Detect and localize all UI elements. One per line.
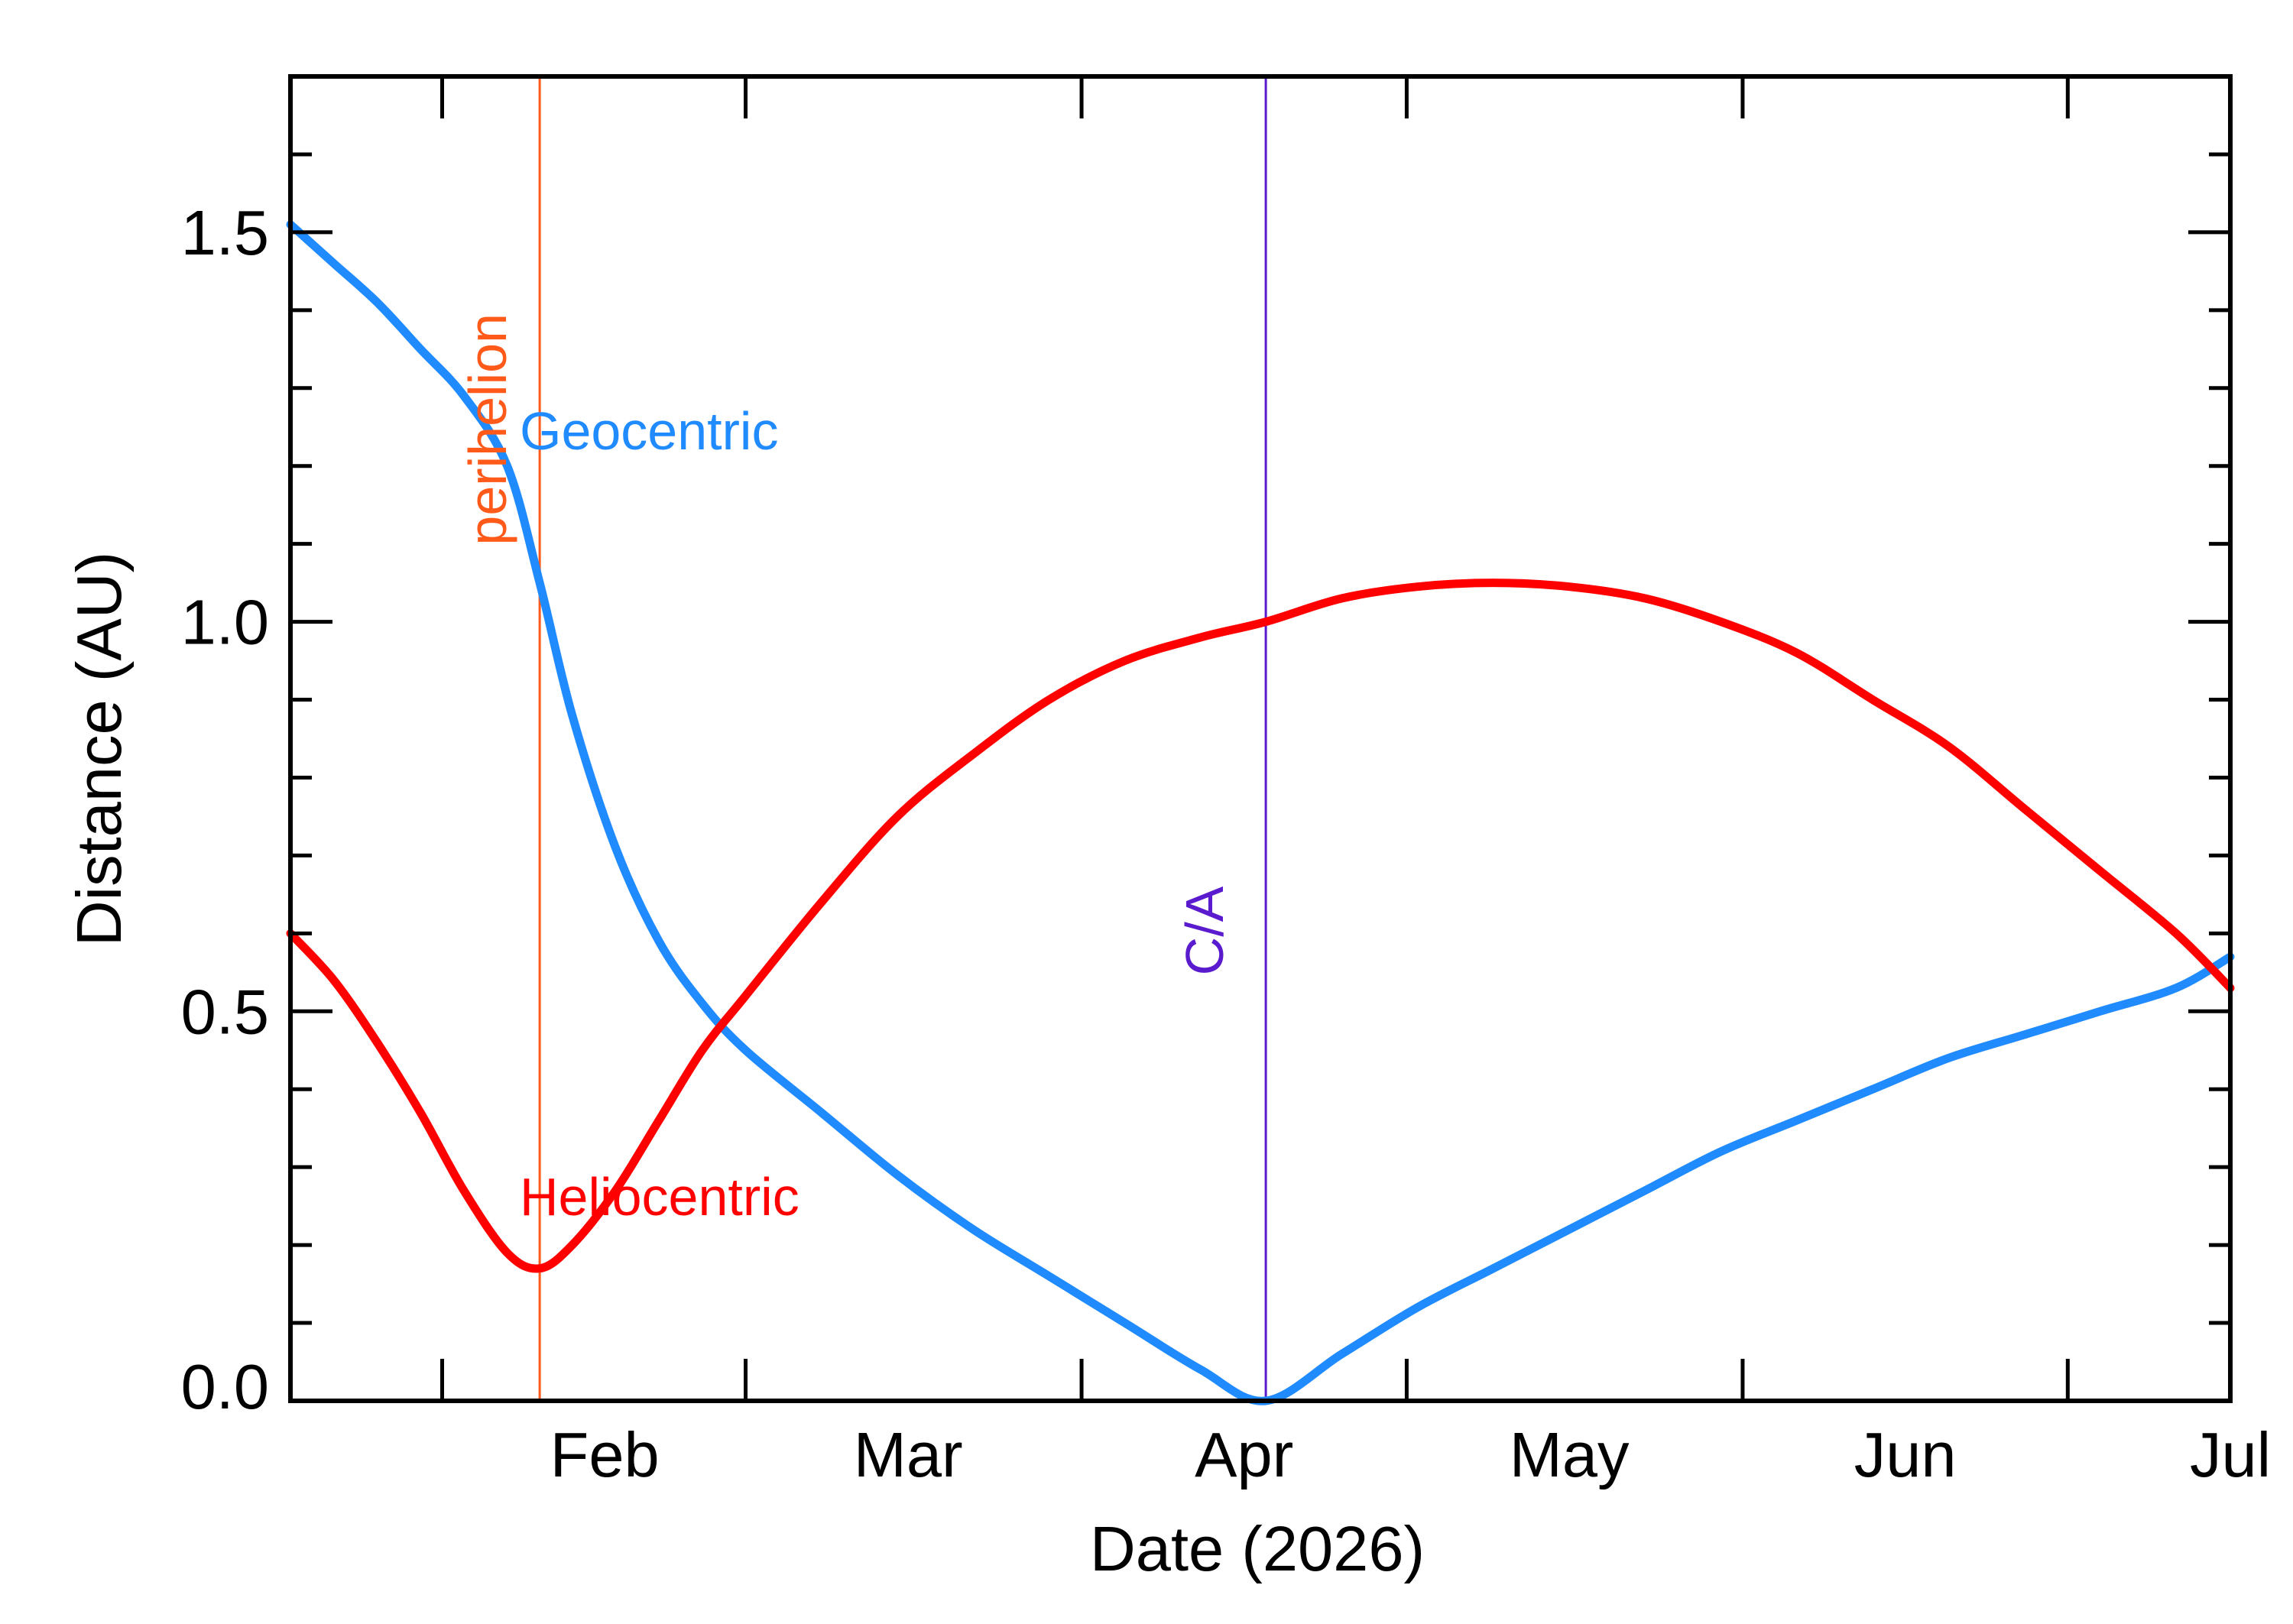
y-tick-label: 0.5 <box>181 976 269 1047</box>
heliocentric-series-label: Heliocentric <box>520 1167 799 1227</box>
y-tick-labels: 0.0 0.5 1.0 1.5 <box>181 197 269 1422</box>
x-tick-label: Jun <box>1854 1419 1957 1490</box>
series-line-heliocentric <box>286 579 2235 1273</box>
marker-lines <box>538 76 1267 1401</box>
y-tick-label: 1.5 <box>181 197 269 268</box>
perihelion-label: perihelion <box>458 313 517 546</box>
y-tick-label: 1.0 <box>181 587 269 658</box>
x-tick-labels: Feb Mar Apr May Jun Jul <box>550 1419 2271 1490</box>
closest-approach-label: C/A <box>1175 886 1234 975</box>
x-tick-label: Feb <box>550 1419 660 1490</box>
plot-frame <box>288 74 2233 1403</box>
axis-ticks <box>290 74 2230 1403</box>
x-tick-label: May <box>1510 1419 1630 1490</box>
series-lines <box>286 220 2235 1405</box>
x-tick-label: Mar <box>854 1419 963 1490</box>
series-line-geocentric <box>286 220 2235 1405</box>
x-tick-label: Jul <box>2190 1419 2271 1490</box>
geocentric-series-label: Geocentric <box>520 401 778 461</box>
y-axis-title: Distance (AU) <box>63 552 135 947</box>
x-axis-title: Date (2026) <box>1090 1513 1425 1584</box>
x-tick-label: Apr <box>1195 1419 1293 1490</box>
y-tick-label: 0.0 <box>181 1351 269 1422</box>
